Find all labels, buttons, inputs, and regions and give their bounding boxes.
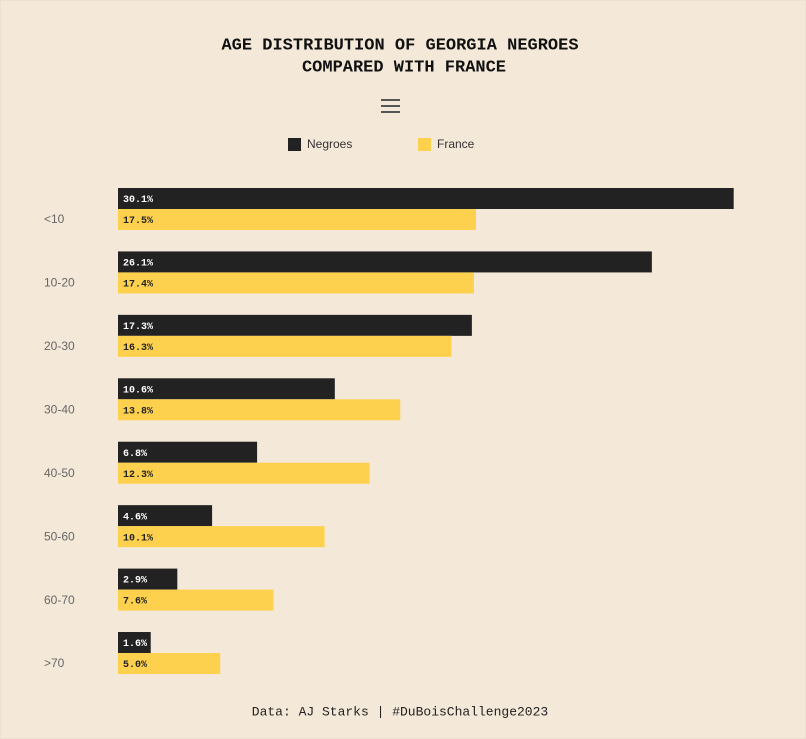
legend-swatch[interactable] bbox=[288, 138, 301, 151]
bar bbox=[118, 589, 274, 611]
value-label: 2.9% bbox=[123, 576, 147, 587]
value-label: 4.6% bbox=[123, 512, 147, 523]
value-label: 10.1% bbox=[123, 533, 153, 544]
value-label: 1.6% bbox=[123, 639, 147, 650]
menu-button[interactable] bbox=[378, 95, 402, 117]
bar bbox=[118, 568, 178, 590]
y-tick-label: 30-40 bbox=[44, 402, 75, 416]
bar bbox=[118, 441, 258, 463]
bar bbox=[118, 505, 213, 527]
value-label: 12.3% bbox=[123, 470, 153, 481]
value-label: 17.3% bbox=[123, 322, 153, 333]
legend-label[interactable]: France bbox=[437, 137, 475, 151]
chart-title: COMPARED WITH FRANCE bbox=[302, 58, 506, 77]
bar bbox=[118, 272, 474, 294]
legend-label[interactable]: Negroes bbox=[307, 137, 352, 151]
bar bbox=[118, 209, 476, 230]
bar bbox=[118, 526, 325, 548]
value-label: 30.1% bbox=[123, 195, 153, 206]
value-label: 6.8% bbox=[123, 449, 147, 460]
bar bbox=[118, 462, 370, 484]
value-label: 16.3% bbox=[123, 343, 153, 354]
bar bbox=[118, 335, 452, 357]
value-label: 13.8% bbox=[123, 406, 153, 417]
value-label: 17.5% bbox=[123, 216, 153, 227]
bar bbox=[118, 632, 151, 654]
value-label: 7.6% bbox=[123, 597, 147, 608]
legend-swatch[interactable] bbox=[418, 138, 431, 151]
bar bbox=[118, 653, 221, 675]
y-tick-label: 60-70 bbox=[44, 593, 75, 607]
y-tick-label: 40-50 bbox=[44, 466, 75, 480]
y-tick-label: <10 bbox=[44, 212, 65, 226]
value-label: 10.6% bbox=[123, 385, 153, 396]
bar bbox=[118, 188, 734, 209]
y-tick-label: 50-60 bbox=[44, 529, 75, 543]
bar bbox=[118, 399, 401, 421]
bar bbox=[118, 251, 652, 273]
y-tick-label: 10-20 bbox=[44, 276, 75, 290]
y-tick-label: 20-30 bbox=[44, 339, 75, 353]
bar bbox=[118, 378, 335, 400]
value-label: 17.4% bbox=[123, 280, 153, 291]
value-label: 26.1% bbox=[123, 259, 153, 270]
caption: Data: AJ Starks | #DuBoisChallenge2023 bbox=[252, 704, 548, 719]
bar bbox=[118, 314, 472, 336]
y-tick-label: >70 bbox=[44, 656, 65, 670]
value-label: 5.0% bbox=[123, 660, 147, 671]
chart-title: AGE DISTRIBUTION OF GEORGIA NEGROES bbox=[221, 36, 578, 55]
